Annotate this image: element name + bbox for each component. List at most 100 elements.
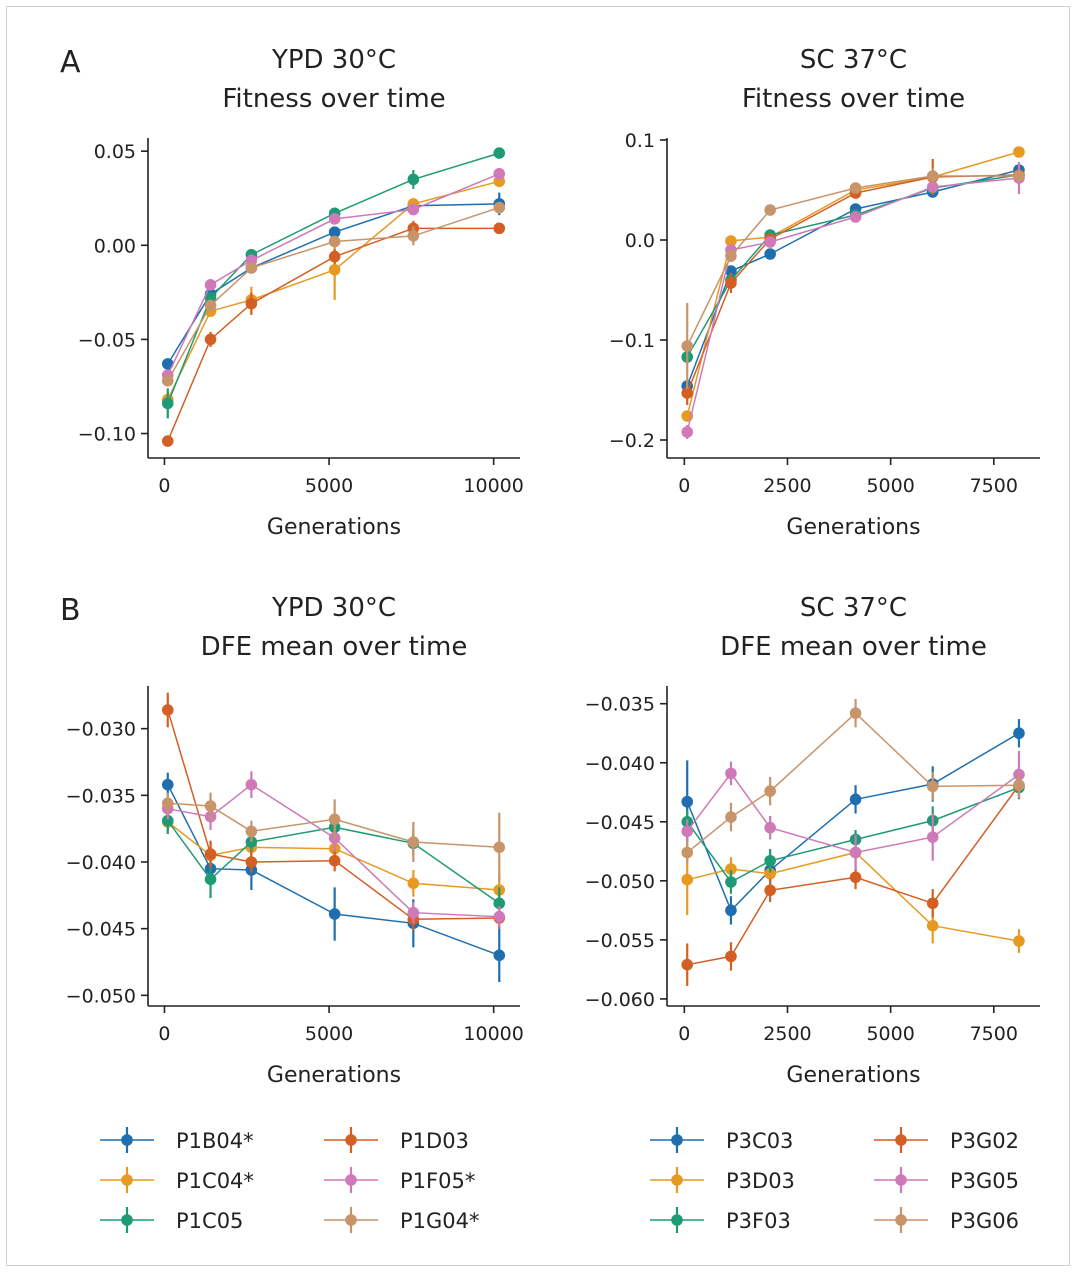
legend-entry: P3D03 bbox=[650, 1167, 795, 1193]
data-point bbox=[725, 876, 737, 888]
data-point bbox=[681, 873, 694, 886]
legend-marker bbox=[121, 1174, 133, 1186]
legend-entry: P3G05 bbox=[874, 1167, 1019, 1193]
chart-2: SC 37°C Fitness over time 0.1 0.0 −0.1 −0.2 0 2… bbox=[609, 45, 1040, 540]
data-point bbox=[1013, 170, 1025, 182]
data-point bbox=[849, 211, 862, 223]
x-tick-label: 7500 bbox=[970, 475, 1018, 497]
legend-label: P1B04* bbox=[176, 1129, 254, 1153]
series-line bbox=[167, 783, 500, 918]
legend-marker bbox=[895, 1174, 907, 1186]
data-point bbox=[493, 949, 506, 962]
x-tick-label: 2500 bbox=[763, 1023, 811, 1045]
x-tick-label: 0 bbox=[158, 1023, 170, 1045]
y-tick-label: −0.050 bbox=[66, 985, 136, 1007]
legend-marker bbox=[121, 1214, 133, 1226]
x-axis-label: Generations bbox=[786, 1063, 920, 1088]
data-point bbox=[407, 906, 420, 919]
legend-label: P1F05* bbox=[400, 1169, 475, 1193]
series-line bbox=[167, 180, 500, 400]
series-line bbox=[687, 784, 1020, 966]
data-point bbox=[926, 897, 939, 910]
data-point bbox=[161, 358, 174, 370]
data-point bbox=[764, 785, 776, 797]
y-tick-label: −0.035 bbox=[66, 785, 136, 807]
data-point bbox=[849, 793, 862, 806]
data-point bbox=[328, 813, 341, 826]
data-point bbox=[407, 230, 420, 242]
data-point bbox=[328, 235, 341, 248]
figure-frame bbox=[6, 6, 1070, 1266]
data-point bbox=[407, 203, 420, 216]
legend-label: P3F03 bbox=[726, 1209, 791, 1233]
series-line bbox=[167, 709, 500, 921]
chart-title-line: Fitness over time bbox=[222, 84, 445, 114]
y-tick-label: −0.040 bbox=[66, 852, 136, 874]
series-line bbox=[687, 851, 1020, 942]
y-tick-label: −0.10 bbox=[78, 424, 136, 446]
series-line bbox=[686, 732, 1020, 912]
y-tick-label: 0.1 bbox=[625, 130, 655, 152]
series-P1G04* bbox=[161, 792, 506, 882]
series-line bbox=[686, 169, 1020, 387]
legend-label: P1D03 bbox=[400, 1129, 469, 1153]
legend-entry: P3C03 bbox=[650, 1127, 793, 1153]
y-tick-label: −0.060 bbox=[585, 989, 655, 1011]
chart-title-line: YPD 30°C bbox=[271, 593, 396, 623]
data-point bbox=[725, 235, 737, 247]
data-point bbox=[849, 182, 862, 194]
series-line bbox=[167, 821, 500, 891]
legend-label: P3G05 bbox=[950, 1169, 1019, 1193]
legend-entry: P1F05* bbox=[324, 1167, 475, 1193]
data-point bbox=[764, 821, 776, 834]
legend-label: P1C04* bbox=[176, 1169, 254, 1193]
legend-label: P3C03 bbox=[726, 1129, 793, 1153]
legend-label: P1G04* bbox=[400, 1209, 480, 1233]
series-P1D03 bbox=[161, 692, 506, 930]
data-point bbox=[204, 279, 217, 291]
data-point bbox=[493, 897, 506, 910]
data-point bbox=[493, 841, 506, 854]
series-line bbox=[686, 786, 1020, 883]
x-axis-label: Generations bbox=[786, 515, 920, 540]
panel-letter-a: A bbox=[60, 45, 81, 80]
data-point bbox=[493, 201, 506, 214]
legend-entry: P1B04* bbox=[100, 1127, 254, 1153]
legend-marker bbox=[345, 1214, 357, 1226]
data-point bbox=[407, 877, 420, 890]
y-tick-label: −0.050 bbox=[585, 871, 655, 893]
legends-group: P1B04* P1D03 P1C04* P1F05* P1C05 P1G04* P3C03 P… bbox=[100, 1127, 1019, 1233]
legend-entry: P1G04* bbox=[324, 1207, 480, 1233]
x-tick-label: 7500 bbox=[970, 1023, 1018, 1045]
data-point bbox=[161, 375, 174, 387]
legend-entry: P1C04* bbox=[100, 1167, 254, 1193]
legend-marker bbox=[895, 1214, 907, 1226]
data-point bbox=[245, 825, 258, 838]
data-point bbox=[407, 836, 420, 848]
legend-entry: P1C05 bbox=[100, 1207, 243, 1233]
data-point bbox=[725, 904, 737, 917]
x-tick-label: 0 bbox=[678, 475, 690, 497]
x-tick-label: 10000 bbox=[463, 1023, 523, 1045]
legend-2: P3C03 P3G02 P3D03 P3G05 P3F03 P3G06 bbox=[650, 1127, 1019, 1233]
series-line bbox=[167, 784, 500, 957]
x-tick-label: 5000 bbox=[305, 475, 353, 497]
data-point bbox=[681, 795, 694, 808]
y-tick-label: −0.030 bbox=[66, 719, 136, 741]
data-point bbox=[493, 910, 506, 923]
data-point bbox=[725, 811, 737, 823]
data-point bbox=[725, 767, 737, 780]
data-point bbox=[681, 958, 694, 971]
series-line bbox=[167, 227, 500, 442]
legend-marker bbox=[121, 1134, 133, 1146]
chart-3: YPD 30°C DFE mean over time −0.030 −0.035 −0… bbox=[66, 593, 524, 1088]
data-point bbox=[245, 778, 258, 791]
data-point bbox=[725, 250, 737, 262]
legend-entry: P1D03 bbox=[324, 1127, 469, 1153]
y-tick-label: −0.045 bbox=[585, 812, 655, 834]
data-point bbox=[849, 871, 862, 884]
series-P1D03 bbox=[161, 220, 506, 447]
y-tick-label: 0.05 bbox=[94, 141, 136, 163]
